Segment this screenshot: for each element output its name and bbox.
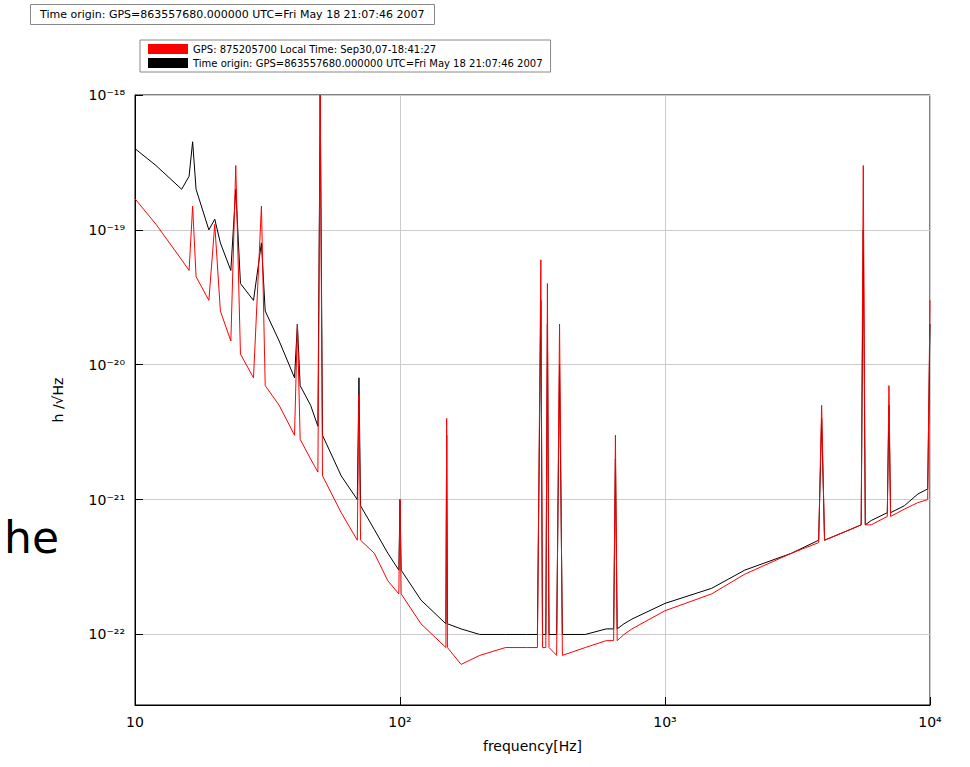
svg-text:frequency[Hz]: frequency[Hz]: [483, 738, 582, 754]
svg-text:Time origin: GPS=863557680.000: Time origin: GPS=863557680.000000 UTC=Fr…: [192, 58, 543, 69]
svg-text:10: 10: [126, 714, 144, 730]
svg-text:10⁻¹⁸: 10⁻¹⁸: [89, 87, 126, 103]
svg-text:10²: 10²: [388, 714, 411, 730]
svg-text:h /√Hz: h /√Hz: [50, 378, 66, 423]
svg-text:10⁻¹⁹: 10⁻¹⁹: [89, 222, 126, 238]
svg-text:he: he: [4, 512, 59, 563]
svg-text:10⁻²⁰: 10⁻²⁰: [89, 357, 126, 373]
svg-text:10⁻²¹: 10⁻²¹: [89, 492, 125, 508]
svg-text:GPS: 875205700 Local Time: Sep: GPS: 875205700 Local Time: Sep30,07-18:4…: [193, 44, 436, 55]
svg-text:10³: 10³: [653, 714, 676, 730]
svg-text:10⁴: 10⁴: [918, 714, 942, 730]
svg-text:Time origin: GPS=863557680.000: Time origin: GPS=863557680.000000 UTC=Fr…: [39, 8, 425, 21]
svg-text:10⁻²²: 10⁻²²: [89, 626, 125, 642]
